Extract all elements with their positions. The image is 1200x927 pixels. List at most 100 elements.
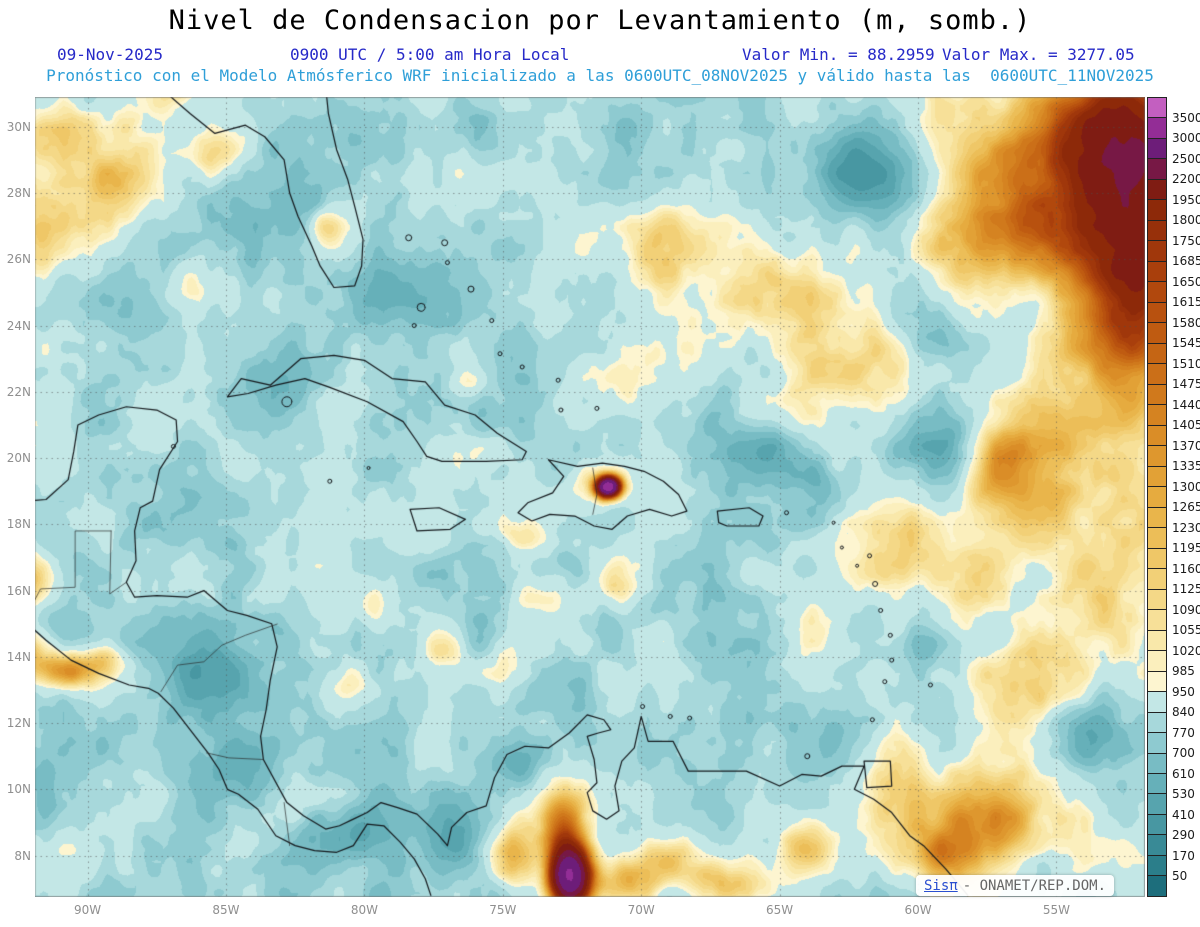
colorbar — [1147, 97, 1167, 897]
lon-tick-label: 55W — [1042, 903, 1070, 917]
colorbar-tick-label: 1160 — [1172, 561, 1200, 576]
colorbar-tick-label: 1265 — [1172, 500, 1200, 515]
colorbar-segment — [1148, 404, 1166, 425]
lat-tick-label: 24N — [6, 318, 31, 333]
map-canvas — [35, 97, 1145, 897]
colorbar-tick-label: 1545 — [1172, 336, 1200, 351]
colorbar-segment — [1148, 691, 1166, 712]
colorbar-segment — [1148, 178, 1166, 200]
colorbar-tick-label: 3000 — [1172, 131, 1200, 146]
colorbar-tick-label: 1615 — [1172, 295, 1200, 310]
colorbar-tick-label: 2500 — [1172, 151, 1200, 166]
colorbar-segment — [1148, 732, 1166, 753]
colorbar-tick-label: 290 — [1172, 828, 1195, 843]
colorbar-segment — [1148, 322, 1166, 343]
colorbar-tick-label: 1750 — [1172, 233, 1200, 248]
colorbar-segment — [1148, 854, 1166, 876]
lat-tick-label: 28N — [6, 186, 31, 201]
colorbar-segment — [1148, 117, 1166, 138]
colorbar-segment — [1148, 445, 1166, 466]
colorbar-segment — [1148, 875, 1166, 896]
lat-tick-label: 10N — [6, 782, 31, 797]
lon-tick-label: 65W — [766, 903, 794, 917]
colorbar-segment — [1148, 527, 1166, 548]
colorbar-tick-label: 1650 — [1172, 274, 1200, 289]
colorbar-tick-label: 1370 — [1172, 438, 1200, 453]
colorbar-tick-label: 1125 — [1172, 582, 1200, 597]
lat-tick-label: 30N — [6, 119, 31, 134]
watermark-brand: Sisπ — [924, 877, 958, 894]
model-info-line: Pronóstico con el Modelo Atmósferico WRF… — [46, 66, 1154, 85]
header-min-value: Valor Min. = 88.2959 — [742, 45, 935, 64]
colorbar-segment — [1148, 629, 1166, 651]
lon-tick-label: 85W — [212, 903, 240, 917]
colorbar-segment — [1148, 609, 1166, 630]
colorbar-segment — [1148, 137, 1166, 159]
watermark: Sisπ - ONAMET/REP.DOM. — [916, 875, 1115, 896]
colorbar-tick-label: 1195 — [1172, 541, 1200, 556]
colorbar-segment — [1148, 424, 1166, 446]
colorbar-tick-label: 3500 — [1172, 110, 1200, 125]
colorbar-segment — [1148, 813, 1166, 835]
colorbar-segment — [1148, 158, 1166, 179]
colorbar-segment — [1148, 711, 1166, 733]
colorbar-segment — [1148, 383, 1166, 405]
colorbar-tick-label: 1020 — [1172, 643, 1200, 658]
colorbar-tick-label: 1475 — [1172, 377, 1200, 392]
colorbar-tick-label: 840 — [1172, 705, 1195, 720]
colorbar-segment — [1148, 670, 1166, 692]
colorbar-tick-label: 1335 — [1172, 459, 1200, 474]
colorbar-tick-label: 1405 — [1172, 418, 1200, 433]
colorbar-tick-label: 1510 — [1172, 356, 1200, 371]
colorbar-segment — [1148, 834, 1166, 855]
colorbar-segment — [1148, 772, 1166, 794]
header-max-value: Valor Max. = 3277.05 — [942, 45, 1135, 64]
colorbar-tick-label: 170 — [1172, 848, 1195, 863]
colorbar-segment — [1148, 342, 1166, 364]
colorbar-segment — [1148, 486, 1166, 507]
colorbar-tick-label: 985 — [1172, 664, 1195, 679]
colorbar-segment — [1148, 568, 1166, 589]
colorbar-tick-label: 410 — [1172, 807, 1195, 822]
colorbar-tick-label: 610 — [1172, 766, 1195, 781]
colorbar-segment — [1148, 650, 1166, 671]
colorbar-tick-label: 1090 — [1172, 602, 1200, 617]
lat-tick-label: 22N — [6, 384, 31, 399]
lat-tick-label: 26N — [6, 252, 31, 267]
colorbar-segment — [1148, 240, 1166, 261]
colorbar-tick-label: 770 — [1172, 725, 1195, 740]
lon-tick-label: 90W — [74, 903, 102, 917]
colorbar-tick-label: 1230 — [1172, 520, 1200, 535]
colorbar-segment — [1148, 793, 1166, 814]
lon-tick-label: 80W — [350, 903, 378, 917]
lat-tick-label: 8N — [14, 848, 31, 863]
colorbar-segment — [1148, 547, 1166, 569]
colorbar-tick-label: 1685 — [1172, 254, 1200, 269]
colorbar-segment — [1148, 281, 1166, 302]
colorbar-segment — [1148, 465, 1166, 487]
colorbar-tick-label: 1800 — [1172, 213, 1200, 228]
watermark-credit: - ONAMET/REP.DOM. — [962, 877, 1107, 894]
colorbar-segment — [1148, 219, 1166, 241]
lat-tick-label: 18N — [6, 517, 31, 532]
colorbar-segment — [1148, 506, 1166, 528]
lon-tick-label: 75W — [489, 903, 517, 917]
header-time: 0900 UTC / 5:00 am Hora Local — [290, 45, 570, 64]
colorbar-segment — [1148, 752, 1166, 773]
lat-tick-label: 16N — [6, 583, 31, 598]
colorbar-tick-label: 1950 — [1172, 192, 1200, 207]
colorbar-tick-label: 50 — [1172, 869, 1188, 884]
colorbar-tick-label: 1300 — [1172, 479, 1200, 494]
colorbar-tick-label: 700 — [1172, 746, 1195, 761]
page-title: Nivel de Condensacion por Levantamiento … — [168, 5, 1032, 36]
lat-tick-label: 20N — [6, 451, 31, 466]
colorbar-segment — [1148, 260, 1166, 282]
colorbar-segment — [1148, 588, 1166, 610]
colorbar-tick-label: 1580 — [1172, 315, 1200, 330]
colorbar-tick-label: 530 — [1172, 787, 1195, 802]
colorbar-tick-label: 1440 — [1172, 397, 1200, 412]
lon-tick-label: 60W — [904, 903, 932, 917]
colorbar-segment — [1148, 199, 1166, 220]
colorbar-segment — [1148, 301, 1166, 323]
